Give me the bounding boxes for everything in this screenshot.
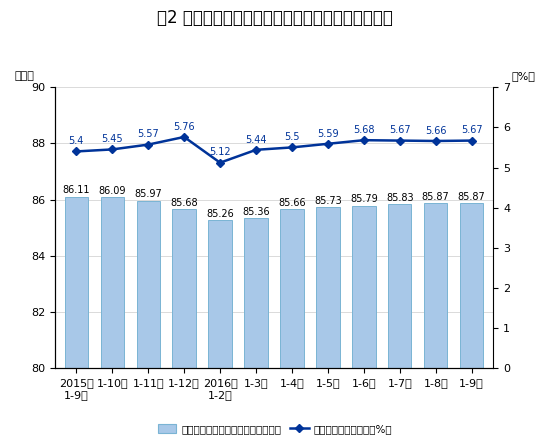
Text: 5.45: 5.45 (101, 134, 123, 144)
Bar (388, 204, 411, 446)
Text: 5.12: 5.12 (210, 148, 231, 157)
Text: 5.68: 5.68 (353, 125, 375, 135)
Text: 85.87: 85.87 (458, 192, 486, 202)
Bar (173, 209, 196, 446)
Text: 85.36: 85.36 (242, 206, 270, 217)
Text: 85.68: 85.68 (170, 198, 198, 207)
Text: 85.87: 85.87 (422, 192, 449, 202)
Text: 85.73: 85.73 (314, 196, 342, 206)
Text: 86.11: 86.11 (63, 186, 90, 195)
Bar (65, 197, 88, 446)
Text: 5.66: 5.66 (425, 126, 447, 136)
Text: 5.44: 5.44 (245, 135, 267, 145)
Text: 5.57: 5.57 (138, 129, 159, 140)
Bar (424, 203, 447, 446)
Bar (244, 218, 268, 446)
Text: 5.5: 5.5 (284, 132, 300, 142)
Text: 5.4: 5.4 (69, 136, 84, 146)
Y-axis label: （元）: （元） (14, 71, 34, 82)
Y-axis label: （%）: （%） (512, 71, 536, 82)
Text: 85.83: 85.83 (386, 193, 414, 203)
Text: 85.26: 85.26 (206, 209, 234, 219)
Text: 图2 各月累计利润率与每百元主营业务收入中的成本: 图2 各月累计利润率与每百元主营业务收入中的成本 (157, 9, 393, 27)
Text: 86.09: 86.09 (98, 186, 126, 196)
Text: 5.67: 5.67 (389, 125, 411, 135)
Bar (136, 201, 160, 446)
Bar (101, 197, 124, 446)
Bar (316, 207, 339, 446)
Bar (352, 206, 376, 446)
Text: 85.79: 85.79 (350, 194, 378, 204)
Legend: 每百元主营业务收入中的成本（元）, 主营业务收入利润率（%）: 每百元主营业务收入中的成本（元）, 主营业务收入利润率（%） (153, 420, 397, 438)
Text: 5.59: 5.59 (317, 128, 339, 139)
Text: 5.67: 5.67 (461, 125, 482, 135)
Text: 85.66: 85.66 (278, 198, 306, 208)
Bar (208, 220, 232, 446)
Bar (460, 203, 483, 446)
Text: 85.97: 85.97 (134, 190, 162, 199)
Bar (280, 209, 304, 446)
Text: 5.76: 5.76 (173, 122, 195, 132)
